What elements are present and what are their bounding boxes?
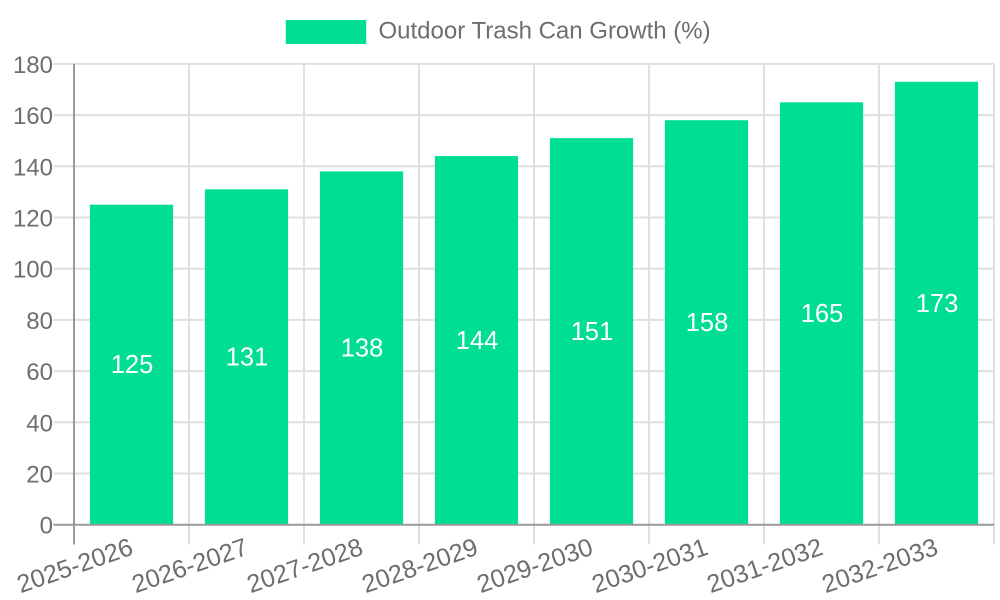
svg-text:100: 100 [13,257,53,284]
svg-text:Outdoor Trash Can Growth (%): Outdoor Trash Can Growth (%) [379,18,711,45]
svg-text:165: 165 [801,300,844,328]
svg-text:125: 125 [111,351,154,379]
svg-text:160: 160 [13,103,53,130]
svg-text:151: 151 [571,318,614,346]
svg-text:40: 40 [26,410,53,437]
svg-text:180: 180 [13,52,53,79]
svg-text:173: 173 [916,290,959,318]
svg-text:158: 158 [686,309,729,337]
svg-text:80: 80 [26,308,53,335]
svg-text:144: 144 [456,327,499,355]
svg-text:138: 138 [341,335,384,363]
svg-text:120: 120 [13,206,53,233]
svg-text:131: 131 [226,344,269,372]
svg-text:20: 20 [26,462,53,489]
svg-text:140: 140 [13,154,53,181]
svg-text:60: 60 [26,359,53,386]
svg-text:0: 0 [40,513,53,540]
